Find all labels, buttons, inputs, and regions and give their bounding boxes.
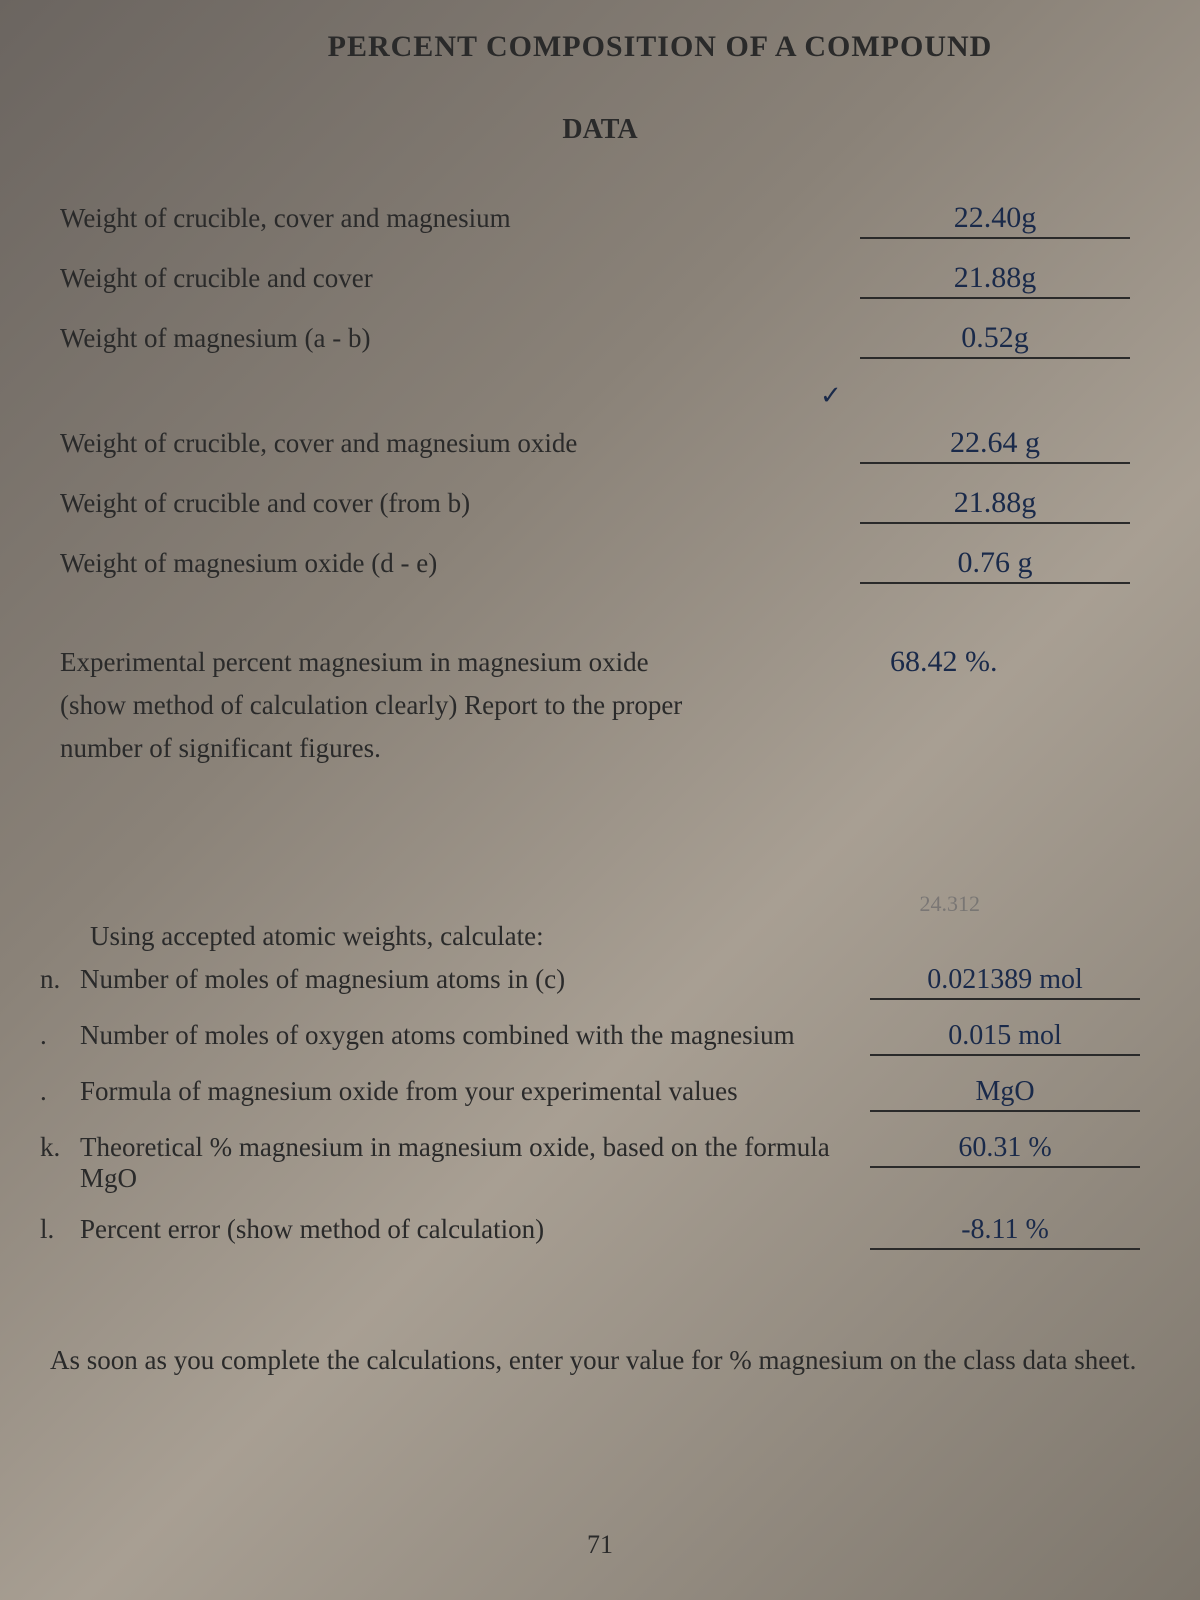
row-label: Weight of crucible, cover and magnesium … <box>60 428 860 459</box>
exp-line1: Experimental percent magnesium in magnes… <box>60 641 860 684</box>
page-title: PERCENT COMPOSITION OF A COMPOUND <box>160 30 1160 64</box>
row-value: 0.76 g <box>860 546 1130 584</box>
list-marker: . <box>40 1020 80 1051</box>
list-label: Percent error (show method of calculatio… <box>80 1214 870 1245</box>
list-label: Number of moles of oxygen atoms combined… <box>80 1020 870 1051</box>
list-marker: n. <box>40 964 80 995</box>
data-row: Weight of crucible, cover and magnesium … <box>40 426 1160 464</box>
exp-value: 68.42 %. <box>860 641 1130 679</box>
data-row: Weight of magnesium (a - b) 0.52g <box>40 321 1160 359</box>
checkmark-icon: ✓ <box>820 381 1160 411</box>
row-value: 22.64 g <box>860 426 1130 464</box>
data-row: Weight of crucible and cover 21.88g <box>40 261 1160 299</box>
list-value: 0.015 mol <box>870 1020 1140 1056</box>
row-label: Weight of crucible and cover <box>60 263 860 294</box>
exp-line3: number of significant figures. <box>60 727 860 770</box>
data-row: Weight of magnesium oxide (d - e) 0.76 g <box>40 546 1160 584</box>
list-value: 60.31 % <box>870 1132 1140 1168</box>
list-row: n. Number of moles of magnesium atoms in… <box>40 964 1160 1000</box>
row-value: 21.88g <box>860 261 1130 299</box>
experimental-row: Experimental percent magnesium in magnes… <box>40 641 1160 771</box>
footer-note: As soon as you complete the calculations… <box>40 1340 1160 1381</box>
worksheet-page: PERCENT COMPOSITION OF A COMPOUND DATA W… <box>0 0 1200 1600</box>
list-value: MgO <box>870 1076 1140 1112</box>
faint-note: 24.312 <box>40 891 1160 917</box>
list-value: -8.11 % <box>870 1214 1140 1250</box>
list-value: 0.021389 mol <box>870 964 1140 1000</box>
list-marker: . <box>40 1076 80 1107</box>
calc-header: Using accepted atomic weights, calculate… <box>40 921 1160 952</box>
data-row: Weight of crucible and cover (from b) 21… <box>40 486 1160 524</box>
list-row: . Number of moles of oxygen atoms combin… <box>40 1020 1160 1056</box>
list-label: Number of moles of magnesium atoms in (c… <box>80 964 870 995</box>
row-label: Weight of magnesium (a - b) <box>60 323 860 354</box>
data-row: Weight of crucible, cover and magnesium … <box>40 201 1160 239</box>
list-row: k. Theoretical % magnesium in magnesium … <box>40 1132 1160 1194</box>
data-subtitle: DATA <box>40 114 1160 146</box>
row-label: Weight of crucible and cover (from b) <box>60 488 860 519</box>
exp-label: Experimental percent magnesium in magnes… <box>60 641 860 771</box>
row-label: Weight of crucible, cover and magnesium <box>60 203 860 234</box>
list-marker: k. <box>40 1132 80 1163</box>
page-number: 71 <box>587 1530 613 1560</box>
row-label: Weight of magnesium oxide (d - e) <box>60 548 860 579</box>
list-row: l. Percent error (show method of calcula… <box>40 1214 1160 1250</box>
row-value: 22.40g <box>860 201 1130 239</box>
list-row: . Formula of magnesium oxide from your e… <box>40 1076 1160 1112</box>
list-label: Formula of magnesium oxide from your exp… <box>80 1076 870 1107</box>
exp-line2: (show method of calculation clearly) Rep… <box>60 684 860 727</box>
list-marker: l. <box>40 1214 80 1245</box>
list-label: Theoretical % magnesium in magnesium oxi… <box>80 1132 870 1194</box>
row-value: 21.88g <box>860 486 1130 524</box>
row-value: 0.52g <box>860 321 1130 359</box>
